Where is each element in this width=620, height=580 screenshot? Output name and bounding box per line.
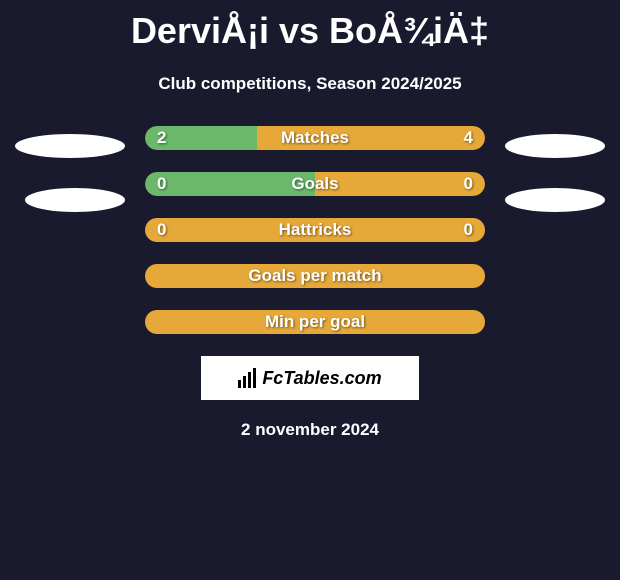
stat-bar-goals-per-match: Goals per match xyxy=(145,264,485,288)
stats-bars: 2 Matches 4 0 Goals 0 0 Hattricks 0 Goal… xyxy=(145,126,485,334)
stat-label: Min per goal xyxy=(145,312,485,332)
logo-text: FcTables.com xyxy=(262,368,381,389)
right-images xyxy=(505,126,605,212)
stat-bar-min-per-goal: Min per goal xyxy=(145,310,485,334)
logo-box[interactable]: FcTables.com xyxy=(201,356,419,400)
subtitle: Club competitions, Season 2024/2025 xyxy=(0,74,620,94)
chart-icon xyxy=(238,368,256,388)
stat-bar-hattricks: 0 Hattricks 0 xyxy=(145,218,485,242)
stat-value-right: 0 xyxy=(464,174,473,194)
logo-content: FcTables.com xyxy=(238,368,381,389)
player-image-right-1 xyxy=(505,134,605,158)
stat-label: Matches xyxy=(145,128,485,148)
stat-label: Hattricks xyxy=(145,220,485,240)
stat-label: Goals xyxy=(145,174,485,194)
stat-value-right: 0 xyxy=(464,220,473,240)
stat-value-right: 4 xyxy=(464,128,473,148)
player-image-left-1 xyxy=(15,134,125,158)
stats-area: 2 Matches 4 0 Goals 0 0 Hattricks 0 Goal… xyxy=(0,126,620,334)
page-title: DerviÅ¡i vs BoÅ¾iÄ‡ xyxy=(0,10,620,52)
player-image-right-2 xyxy=(505,188,605,212)
stat-label: Goals per match xyxy=(145,266,485,286)
left-images xyxy=(15,126,125,212)
main-container: DerviÅ¡i vs BoÅ¾iÄ‡ Club competitions, S… xyxy=(0,0,620,445)
date-text: 2 november 2024 xyxy=(0,420,620,440)
stat-bar-goals: 0 Goals 0 xyxy=(145,172,485,196)
player-image-left-2 xyxy=(25,188,125,212)
stat-bar-matches: 2 Matches 4 xyxy=(145,126,485,150)
